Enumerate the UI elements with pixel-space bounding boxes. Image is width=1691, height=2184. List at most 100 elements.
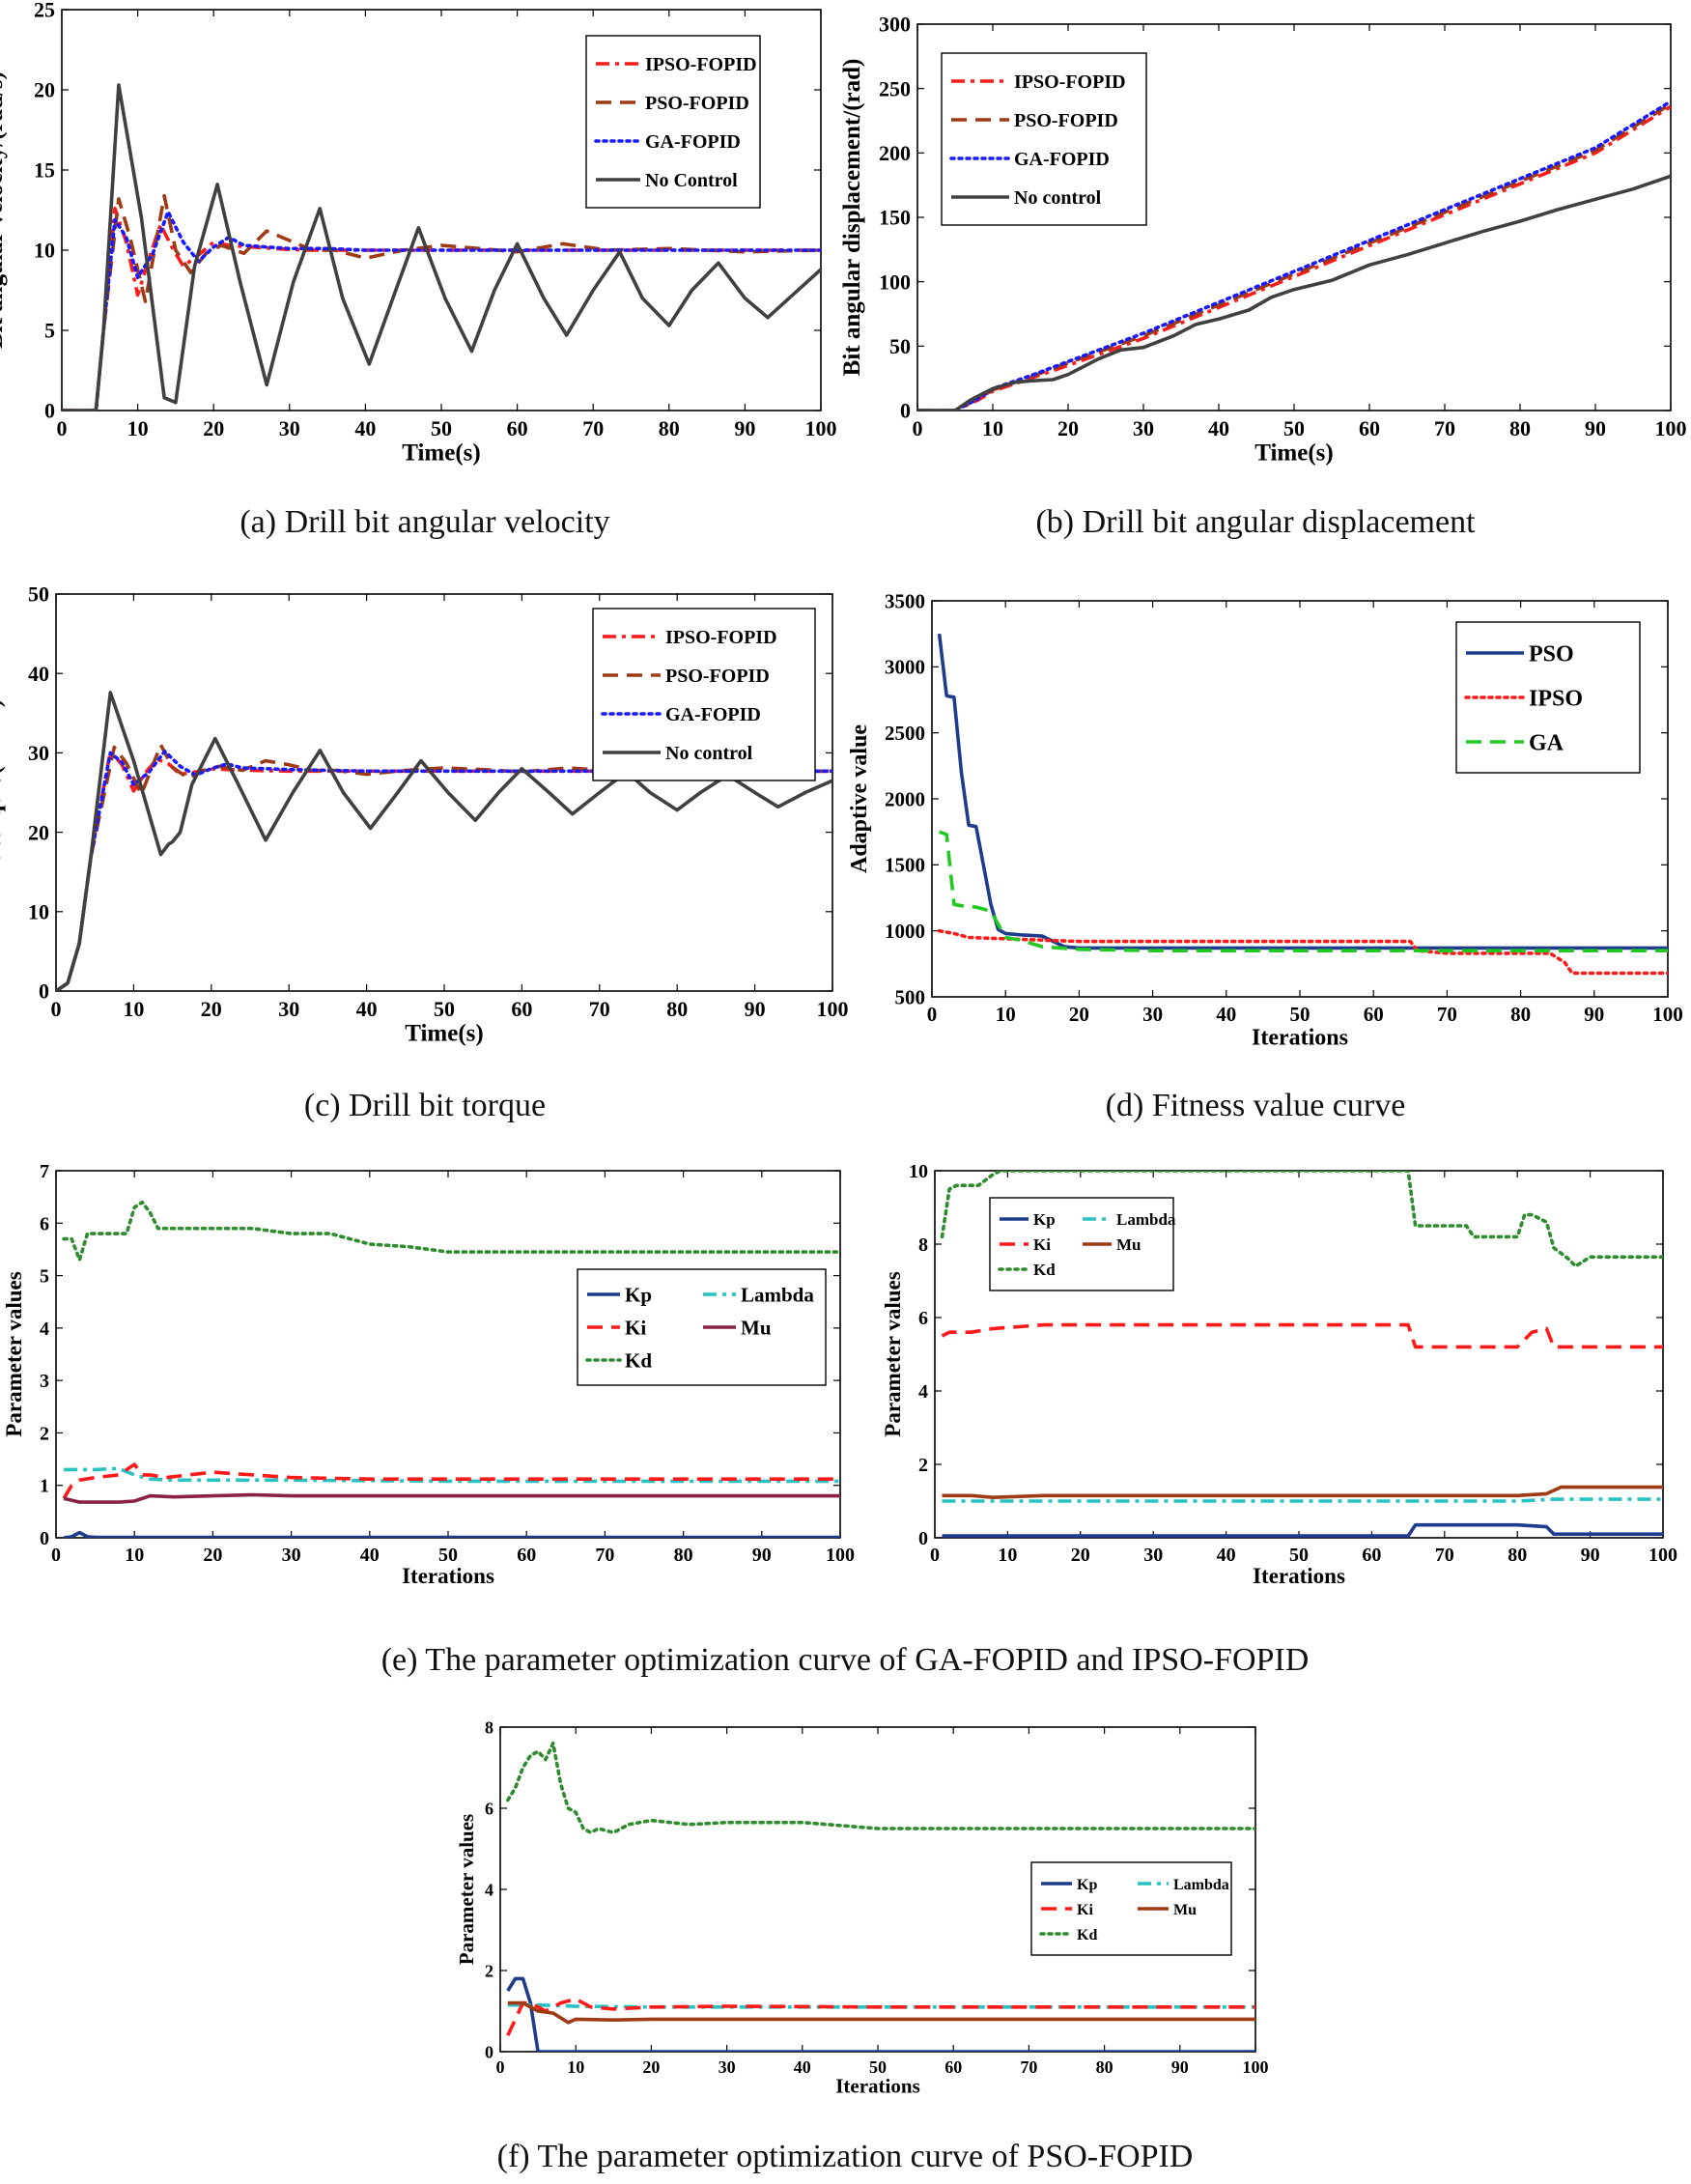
x-tick-label: 20: [642, 2057, 660, 2077]
legend-label: Lambda: [1116, 1210, 1176, 1229]
y-tick-label: 10: [909, 1161, 928, 1182]
legend-label: GA-FOPID: [645, 131, 741, 153]
series-line-no-control: [62, 83, 821, 411]
x-tick-label: 40: [356, 997, 378, 1021]
x-tick-label: 70: [1435, 1545, 1454, 1566]
legend-label: IPSO-FOPID: [645, 54, 757, 75]
legend-label: Kp: [1033, 1210, 1056, 1229]
legend: IPSO-FOPID PSO-FOPID GA-FOPID No Control: [585, 35, 761, 209]
y-axis-label: Parameter values: [455, 1814, 478, 1965]
series-line-mu: [942, 1485, 1663, 1499]
series-line-kp: [63, 1530, 840, 1538]
y-tick-label: 1: [40, 1476, 49, 1497]
caption-f: (f) The parameter optimization curve of …: [496, 2139, 1194, 2174]
series-line-ga-fopid: [917, 99, 1671, 411]
legend-label: Kd: [1033, 1261, 1056, 1279]
series-line-ki: [506, 1997, 1255, 2036]
y-tick-label: 3: [40, 1371, 49, 1392]
y-tick-label: 0: [918, 1528, 928, 1549]
series-line-kd: [62, 1200, 840, 1262]
y-tick-label: 150: [879, 206, 911, 230]
x-tick-label: 90: [1584, 1003, 1604, 1026]
x-tick-label: 10: [998, 1545, 1017, 1566]
series-line-ki: [941, 1322, 1663, 1349]
series-line-pso-fopid: [56, 743, 832, 991]
legend-box: [1030, 1861, 1232, 1956]
x-tick-label: 0: [57, 416, 68, 440]
legend-box: [989, 1197, 1174, 1291]
caption-b: (b) Drill bit angular displacement: [1035, 504, 1476, 540]
y-tick-label: 0: [485, 2042, 493, 2061]
x-tick-label: 100: [805, 416, 837, 440]
x-axis-label: Iterations: [402, 1564, 494, 1588]
y-tick-label: 30: [28, 741, 49, 765]
legend-label: Lambda: [741, 1284, 814, 1307]
series-line-lambda: [64, 1466, 840, 1484]
x-tick-label: 30: [278, 997, 299, 1021]
x-tick-label: 40: [1217, 1545, 1236, 1566]
x-tick-label: 90: [1581, 1545, 1600, 1566]
legend-label: IPSO: [1529, 687, 1583, 712]
legend-label: Ki: [1077, 1902, 1093, 1918]
x-tick-label: 60: [517, 1545, 536, 1566]
x-tick-label: 10: [567, 2057, 584, 2077]
y-tick-label: 100: [879, 269, 911, 294]
legend-label: Kp: [625, 1284, 652, 1307]
x-tick-label: 70: [582, 416, 604, 440]
series-line-ipso: [937, 928, 1668, 976]
series-line-lambda: [942, 1497, 1663, 1503]
series-line-pso-fopid: [62, 193, 821, 411]
legend-label: PSO: [1529, 642, 1574, 667]
x-tick-label: 60: [944, 2057, 962, 2077]
y-tick-label: 200: [879, 141, 911, 165]
x-tick-label: 100: [817, 997, 849, 1021]
x-tick-label: 10: [982, 416, 1003, 440]
legend-label: IPSO-FOPID: [665, 627, 777, 648]
x-tick-label: 90: [745, 997, 766, 1021]
series-line-ga-fopid: [56, 749, 832, 991]
x-tick-label: 20: [203, 416, 224, 440]
legend: Kp Lambda Ki Mu Kd: [989, 1197, 1176, 1291]
y-tick-label: 20: [34, 78, 55, 102]
x-tick-label: 60: [1359, 416, 1380, 440]
y-tick-label: 5: [40, 1266, 49, 1288]
y-tick-label: 4: [40, 1319, 49, 1340]
x-tick-label: 80: [1096, 2057, 1113, 2077]
y-tick-label: 2000: [885, 787, 925, 810]
chart-c: 0 10 20 30 40 50 60 70 80 90 10001020304050Time(s)…: [0, 582, 849, 1047]
x-tick-label: 40: [354, 416, 376, 440]
caption-a: (a) Drill bit angular velocity: [240, 504, 610, 540]
x-tick-label: 50: [431, 416, 452, 440]
x-tick-label: 40: [1216, 1003, 1236, 1026]
x-tick-label: 50: [1290, 1003, 1311, 1026]
chart-e2: 0 10 20 30 40 50 60 70 80 90 100 0 2 4 6 8 10 Iterations P…: [881, 1161, 1677, 1588]
legend-label: Mu: [1173, 1902, 1197, 1918]
y-tick-label: 2: [40, 1423, 49, 1444]
x-tick-label: 80: [674, 1545, 693, 1566]
y-axis-label: Parameter values: [881, 1271, 905, 1436]
legend-label: PSO-FOPID: [1014, 110, 1118, 131]
x-tick-label: 10: [123, 997, 144, 1021]
y-tick-label: 25: [34, 0, 55, 22]
series-line-kp: [942, 1522, 1663, 1538]
x-tick-label: 40: [794, 2057, 811, 2077]
caption-c: (c) Drill bit torque: [303, 1088, 547, 1123]
x-tick-label: 30: [282, 1545, 301, 1566]
chart-d: 0 10 20 30 40 50 60 70 80 90 100 500 1000 1500 2000 250…: [847, 589, 1683, 1050]
x-tick-label: 80: [1510, 1003, 1531, 1026]
x-tick-label: 20: [1069, 1003, 1089, 1026]
legend-label: No control: [1014, 187, 1102, 209]
x-tick-label: 70: [595, 1545, 614, 1566]
series-line-pso: [937, 633, 1668, 950]
series-line-kd: [505, 1742, 1255, 1834]
legend-label: Mu: [1116, 1235, 1141, 1254]
chart-b: 0 10 20 30 40 50 60 70 80 90 100 0 50 100 150 200 250 300…: [839, 13, 1687, 467]
x-tick-label: 100: [1649, 1545, 1677, 1566]
x-tick-label: 80: [1508, 1545, 1527, 1566]
x-tick-label: 20: [203, 1545, 222, 1566]
y-tick-label: 10: [28, 900, 49, 924]
legend-label: Ki: [1033, 1235, 1051, 1254]
legend: Kp Lambda Ki Mu Kd: [577, 1268, 827, 1386]
legend-label: PSO-FOPID: [645, 93, 749, 114]
caption-d: (d) Fitness value curve: [1105, 1088, 1406, 1123]
